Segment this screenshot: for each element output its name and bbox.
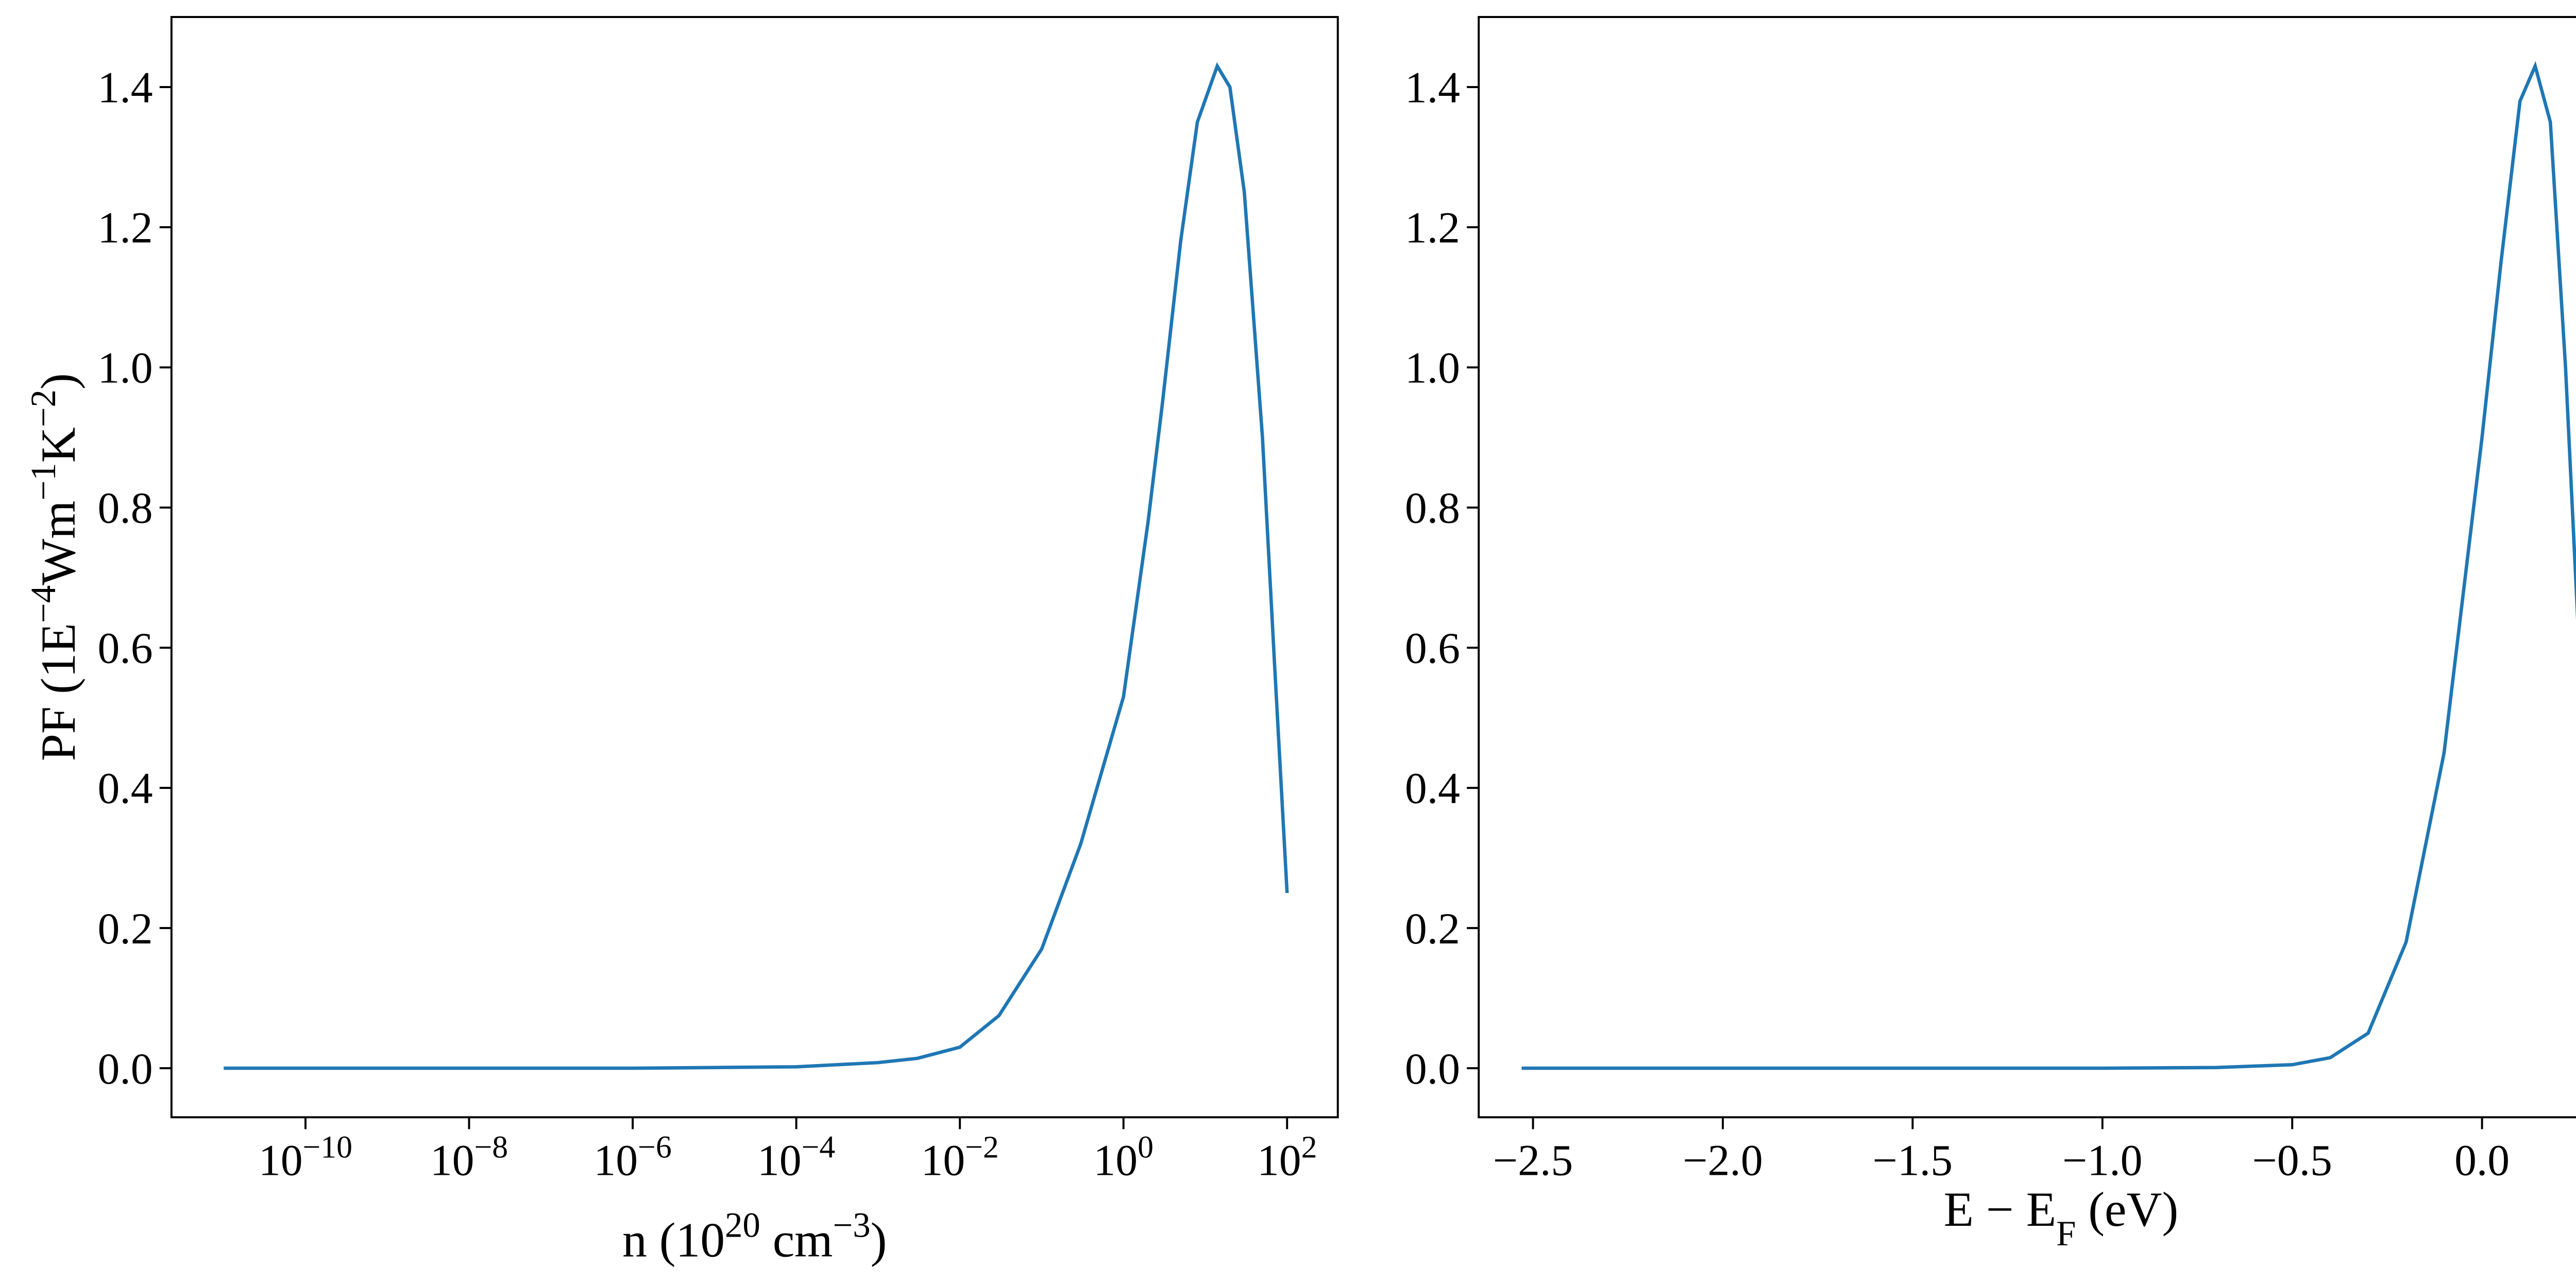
x-axis-label-part: ): [871, 1213, 887, 1268]
x-tick-label-part: −4: [802, 1129, 836, 1164]
x-tick-label-part: −6: [638, 1129, 672, 1164]
x-tick-label: 10−2: [921, 1129, 998, 1185]
x-axis-label-part: −3: [833, 1206, 870, 1245]
x-tick-label-part: 10: [1093, 1136, 1138, 1185]
y-axis-label-part: −2: [24, 390, 63, 427]
y-axis-label: PF (1E−4Wm−1K−2): [24, 373, 86, 761]
y-tick-label: 1.2: [97, 204, 152, 252]
y-axis-label-part: −1: [24, 463, 63, 500]
y-axis-label-part: −4: [24, 585, 63, 623]
y-tick-label: 0.8: [97, 484, 152, 533]
y-tick-label: 0.8: [1405, 484, 1460, 533]
y-tick-label: 0.2: [1405, 904, 1460, 953]
x-axis-label-part: F: [2056, 1214, 2076, 1253]
data-line: [224, 62, 1289, 1070]
x-tick-label: −2.5: [1493, 1136, 1573, 1185]
x-tick-label: −2.0: [1683, 1136, 1762, 1185]
x-tick-label-part: 10: [259, 1136, 303, 1185]
y-tick-label: 1.0: [97, 344, 152, 393]
x-tick-label: 100: [1093, 1129, 1154, 1185]
x-tick-label: 10−10: [259, 1129, 352, 1185]
x-tick-label: 0.0: [2454, 1136, 2510, 1185]
x-axis-label-part: E − E: [1944, 1182, 2056, 1237]
y-tick-label: 0.4: [1405, 764, 1460, 813]
x-tick-label: 10−8: [430, 1129, 508, 1185]
x-tick-label-part: 10: [594, 1136, 638, 1185]
plot-frame: [170, 16, 1339, 1119]
x-tick-label-part: 0: [1138, 1129, 1154, 1164]
x-tick-label: −0.5: [2252, 1136, 2332, 1185]
y-axis-label-part: Wm: [31, 500, 86, 585]
y-tick-label: 1.4: [1405, 63, 1460, 112]
x-axis-label-part: 20: [725, 1206, 760, 1245]
y-tick-label: 1.0: [1405, 344, 1460, 393]
x-tick-label: 10−4: [757, 1129, 835, 1185]
x-tick-label: −1.5: [1873, 1136, 1953, 1185]
x-tick-label: 10−6: [594, 1129, 671, 1185]
y-axis-label-part: PF (1E: [31, 623, 86, 761]
y-tick-label: 0.6: [1405, 624, 1460, 673]
x-axis-label-part: (eV): [2076, 1182, 2178, 1237]
plot-frame: [1478, 16, 2576, 1119]
x-tick-label-part: 2: [1301, 1129, 1317, 1164]
x-tick-label-part: −8: [474, 1129, 509, 1164]
x-tick-label: −1.0: [2062, 1136, 2142, 1185]
y-tick-label: 1.2: [1405, 204, 1460, 252]
y-tick-label: 0.6: [97, 624, 152, 673]
x-axis-label-part: n (10: [622, 1213, 725, 1268]
x-tick-label: 102: [1257, 1129, 1317, 1185]
y-tick-label: 0.0: [1405, 1044, 1460, 1093]
x-tick-label-part: −2: [965, 1129, 999, 1164]
x-tick-label-part: 10: [921, 1136, 965, 1185]
y-axis-label-part: K: [31, 427, 86, 463]
x-axis-label: n (1020 cm−3): [622, 1206, 887, 1268]
y-tick-label: 0.0: [97, 1044, 152, 1093]
x-axis-label-part: cm: [760, 1213, 833, 1268]
y-tick-label: 1.4: [97, 63, 152, 112]
y-axis-label-part: ): [31, 373, 86, 390]
x-tick-label-part: 10: [757, 1136, 802, 1185]
x-tick-label-part: 10: [1257, 1136, 1301, 1185]
y-tick-label: 0.2: [97, 904, 152, 953]
x-tick-label-part: 10: [430, 1136, 474, 1185]
x-axis-label: E − EF (eV): [1944, 1182, 2179, 1253]
x-tick-label-part: −10: [303, 1129, 352, 1164]
y-tick-label: 0.4: [97, 764, 152, 813]
data-line: [1521, 61, 2576, 1070]
